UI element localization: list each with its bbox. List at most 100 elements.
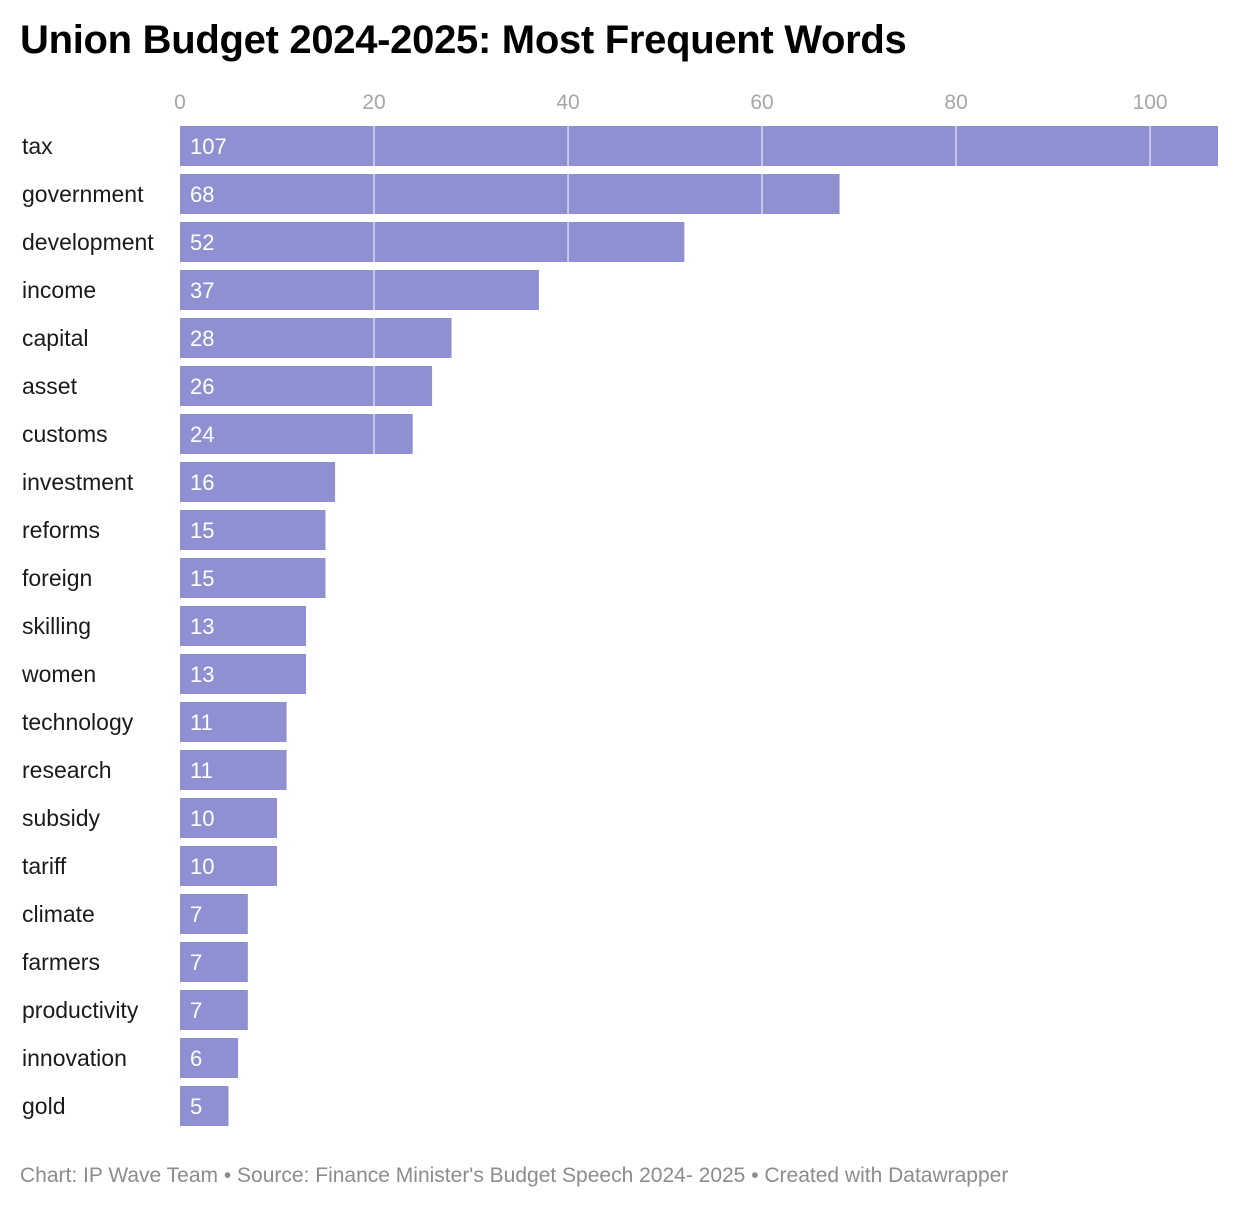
bar-empty-area bbox=[1218, 126, 1220, 166]
row-gap bbox=[180, 982, 1220, 990]
bar bbox=[180, 318, 452, 358]
category-label: tax bbox=[22, 133, 53, 159]
bar bbox=[180, 942, 248, 982]
row-gap bbox=[180, 166, 1220, 174]
category-label: customs bbox=[22, 421, 108, 447]
x-tick-label: 0 bbox=[174, 91, 186, 114]
bar bbox=[180, 702, 287, 742]
category-label: asset bbox=[22, 373, 78, 399]
value-label: 11 bbox=[190, 758, 213, 783]
bar bbox=[180, 654, 307, 694]
row-gap bbox=[180, 886, 1220, 894]
bar-empty-area bbox=[306, 606, 1220, 646]
bar-empty-area bbox=[286, 702, 1220, 742]
bar bbox=[180, 174, 840, 214]
category-label: foreign bbox=[22, 565, 92, 591]
bar bbox=[180, 1086, 229, 1126]
bar-empty-area bbox=[451, 318, 1220, 358]
row-gap bbox=[180, 406, 1220, 414]
x-tick-label: 100 bbox=[1133, 91, 1168, 114]
row-gap bbox=[180, 310, 1220, 318]
row-gap bbox=[180, 838, 1220, 846]
bar bbox=[180, 846, 278, 886]
value-label: 15 bbox=[190, 518, 214, 543]
bar-empty-area bbox=[335, 462, 1220, 502]
bars bbox=[180, 126, 1218, 1126]
bar bbox=[180, 126, 1218, 166]
category-label: productivity bbox=[22, 997, 139, 1023]
category-label: development bbox=[22, 229, 154, 255]
category-label: climate bbox=[22, 901, 95, 927]
bar bbox=[180, 510, 326, 550]
bar-empty-area bbox=[277, 846, 1220, 886]
x-axis-ticks: 0 20 40 60 80 100 bbox=[174, 91, 1167, 114]
bar-empty-area bbox=[247, 894, 1220, 934]
row-gap bbox=[180, 934, 1220, 942]
bar-empty-area bbox=[325, 558, 1220, 598]
value-label: 24 bbox=[190, 422, 214, 447]
category-label: farmers bbox=[22, 949, 100, 975]
bar-chart: 0 20 40 60 80 100 tax government development inc… bbox=[21, 91, 1221, 1126]
bar-empty-area bbox=[228, 1086, 1221, 1126]
bar-empty-area bbox=[432, 366, 1220, 406]
row-gap bbox=[180, 790, 1220, 798]
category-label: subsidy bbox=[22, 805, 100, 831]
category-label: innovation bbox=[22, 1045, 127, 1071]
value-label: 13 bbox=[190, 614, 214, 639]
bar-empty-area bbox=[412, 414, 1221, 454]
category-label: gold bbox=[22, 1093, 65, 1119]
row-gap bbox=[180, 262, 1220, 270]
bar bbox=[180, 222, 685, 262]
row-gap bbox=[180, 502, 1220, 510]
bar bbox=[180, 366, 433, 406]
bar bbox=[180, 798, 278, 838]
value-label: 7 bbox=[190, 998, 202, 1023]
x-tick-label: 40 bbox=[556, 91, 579, 114]
category-label: tariff bbox=[22, 853, 67, 879]
bar bbox=[180, 606, 307, 646]
bar bbox=[180, 462, 336, 502]
bar bbox=[180, 1038, 239, 1078]
value-label: 52 bbox=[190, 230, 214, 255]
category-label: government bbox=[22, 181, 144, 207]
value-label: 15 bbox=[190, 566, 214, 591]
bar-empty-area bbox=[238, 1038, 1220, 1078]
value-label: 26 bbox=[190, 374, 214, 399]
bar bbox=[180, 414, 413, 454]
row-gap bbox=[180, 694, 1220, 702]
bar bbox=[180, 894, 248, 934]
value-label: 5 bbox=[190, 1094, 202, 1119]
value-label: 10 bbox=[190, 854, 214, 879]
category-label: skilling bbox=[22, 613, 91, 639]
row-gap bbox=[180, 1030, 1220, 1038]
value-label: 68 bbox=[190, 182, 214, 207]
category-labels: tax government development income capital ass… bbox=[21, 133, 154, 1119]
category-label: reforms bbox=[22, 517, 100, 543]
category-label: investment bbox=[22, 469, 134, 495]
row-gap bbox=[180, 550, 1220, 558]
gridlines bbox=[180, 126, 1221, 1126]
bar-empty-area bbox=[286, 750, 1220, 790]
category-label: income bbox=[22, 277, 96, 303]
row-gap bbox=[180, 646, 1220, 654]
row-gap bbox=[180, 598, 1220, 606]
row-gap bbox=[180, 454, 1220, 462]
value-label: 10 bbox=[190, 806, 214, 831]
bar-empty-area bbox=[538, 270, 1220, 310]
category-label: research bbox=[22, 757, 111, 783]
value-label: 6 bbox=[190, 1046, 202, 1071]
row-gap bbox=[180, 742, 1220, 750]
x-tick-label: 60 bbox=[750, 91, 773, 114]
chart-title: Union Budget 2024-2025: Most Frequent Wo… bbox=[20, 18, 907, 62]
value-label: 7 bbox=[190, 950, 202, 975]
bar-empty-area bbox=[325, 510, 1220, 550]
bar-empty-area bbox=[247, 990, 1220, 1030]
row-gap bbox=[180, 214, 1220, 222]
bar bbox=[180, 990, 248, 1030]
category-label: capital bbox=[22, 325, 88, 351]
x-tick-label: 20 bbox=[362, 91, 385, 114]
value-label: 37 bbox=[190, 278, 214, 303]
bar bbox=[180, 750, 287, 790]
bar bbox=[180, 270, 539, 310]
